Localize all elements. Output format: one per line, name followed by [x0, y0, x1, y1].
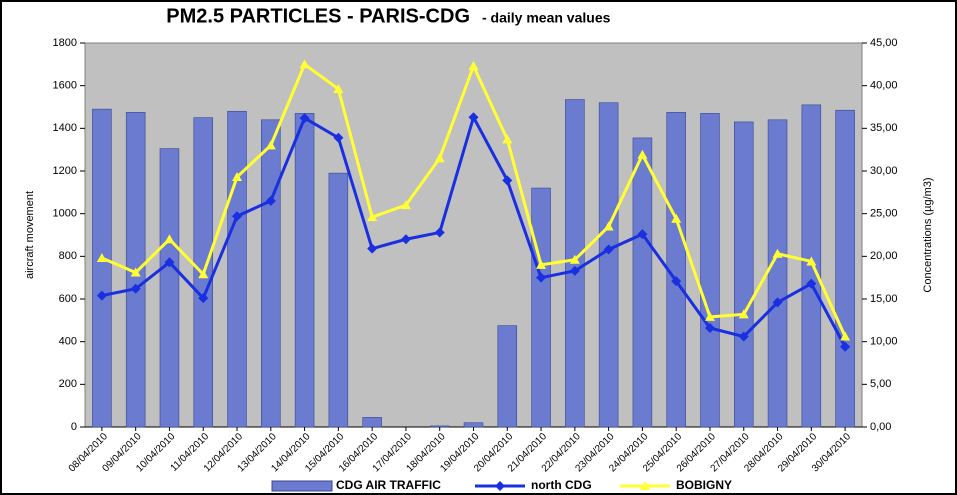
marker — [806, 278, 817, 289]
marker — [96, 290, 107, 301]
y2-tick-label: 30,00 — [870, 165, 898, 177]
y2-axis-label: Concentrations (µg/m3) — [922, 177, 934, 292]
y-tick-label: 800 — [59, 250, 77, 262]
marker — [232, 171, 243, 181]
y-tick-label: 400 — [59, 336, 77, 348]
marker — [434, 153, 445, 163]
marker — [502, 134, 513, 144]
marker — [738, 309, 749, 319]
bar — [700, 113, 720, 428]
marker — [536, 272, 547, 283]
y2-tick-label: 0,00 — [870, 421, 891, 433]
marker — [265, 195, 276, 206]
marker — [603, 244, 614, 255]
marker — [704, 311, 715, 321]
marker — [671, 276, 682, 287]
bar — [92, 108, 112, 428]
bar — [767, 119, 788, 428]
marker — [265, 140, 276, 150]
y-tick-label: 0 — [71, 421, 77, 433]
marker — [536, 259, 547, 269]
chart-title: PM2.5 PARTICLES - PARIS-CDG — [166, 5, 470, 27]
marker — [299, 113, 310, 124]
marker — [704, 323, 715, 334]
bar — [429, 425, 450, 428]
legend-marker — [495, 481, 505, 491]
y2-tick-label: 40,00 — [870, 80, 898, 92]
marker — [569, 265, 580, 276]
marker — [367, 243, 378, 254]
y2-tick-label: 20,00 — [870, 250, 898, 262]
plot-area — [84, 42, 863, 428]
marker — [299, 59, 310, 69]
marker — [772, 297, 783, 308]
y2-tick-label: 5,00 — [870, 378, 891, 390]
bar — [294, 113, 315, 428]
marker — [569, 254, 580, 264]
bar — [159, 148, 180, 428]
marker — [333, 84, 344, 94]
marker — [772, 248, 783, 258]
marker — [130, 267, 141, 277]
bar — [463, 422, 484, 428]
y-tick-label: 1000 — [53, 208, 77, 220]
marker — [400, 234, 411, 245]
y-tick-label: 1400 — [53, 122, 77, 134]
legend-label: north CDG — [531, 478, 592, 492]
bar — [632, 137, 653, 428]
legend-label: CDG AIR TRAFFIC — [336, 478, 441, 492]
y2-tick-label: 25,00 — [870, 208, 898, 220]
bar — [328, 172, 349, 428]
bar — [598, 102, 619, 428]
y2-tick-label: 45,00 — [870, 37, 898, 49]
bar — [531, 187, 551, 428]
marker — [840, 331, 851, 341]
y-tick-label: 1600 — [53, 80, 77, 92]
y-tick-label: 1800 — [53, 37, 77, 49]
marker — [671, 213, 682, 223]
marker — [130, 283, 141, 294]
legend-label: BOBIGNY — [676, 478, 732, 492]
marker — [367, 212, 378, 222]
y2-tick-label: 10,00 — [870, 336, 898, 348]
y-tick-label: 1200 — [53, 165, 77, 177]
marker — [603, 221, 614, 231]
marker — [198, 269, 209, 279]
y-axis-label: aircraft movement — [24, 191, 36, 279]
bar — [362, 417, 382, 428]
y-tick-label: 600 — [59, 293, 77, 305]
marker — [164, 234, 175, 244]
marker — [434, 227, 445, 238]
marker — [400, 200, 411, 210]
marker — [738, 331, 749, 342]
marker — [468, 61, 479, 71]
marker — [96, 253, 107, 263]
marker — [164, 257, 175, 268]
marker — [637, 229, 648, 240]
legend-swatch — [271, 480, 333, 492]
marker — [502, 175, 513, 186]
bar — [497, 325, 518, 428]
marker — [468, 112, 479, 123]
marker — [637, 149, 648, 159]
chart-subtitle: - daily mean values — [482, 10, 611, 26]
marker — [806, 256, 817, 266]
bar — [734, 121, 754, 428]
bar — [835, 109, 855, 428]
y2-tick-label: 15,00 — [870, 293, 898, 305]
bar — [801, 104, 822, 428]
y-tick-label: 200 — [59, 378, 77, 390]
legend-marker — [640, 481, 650, 490]
bar — [227, 110, 247, 428]
marker — [333, 132, 344, 143]
bar — [261, 119, 281, 428]
marker — [840, 341, 851, 352]
y2-tick-label: 35,00 — [870, 122, 898, 134]
marker — [198, 293, 209, 304]
marker — [232, 211, 243, 222]
